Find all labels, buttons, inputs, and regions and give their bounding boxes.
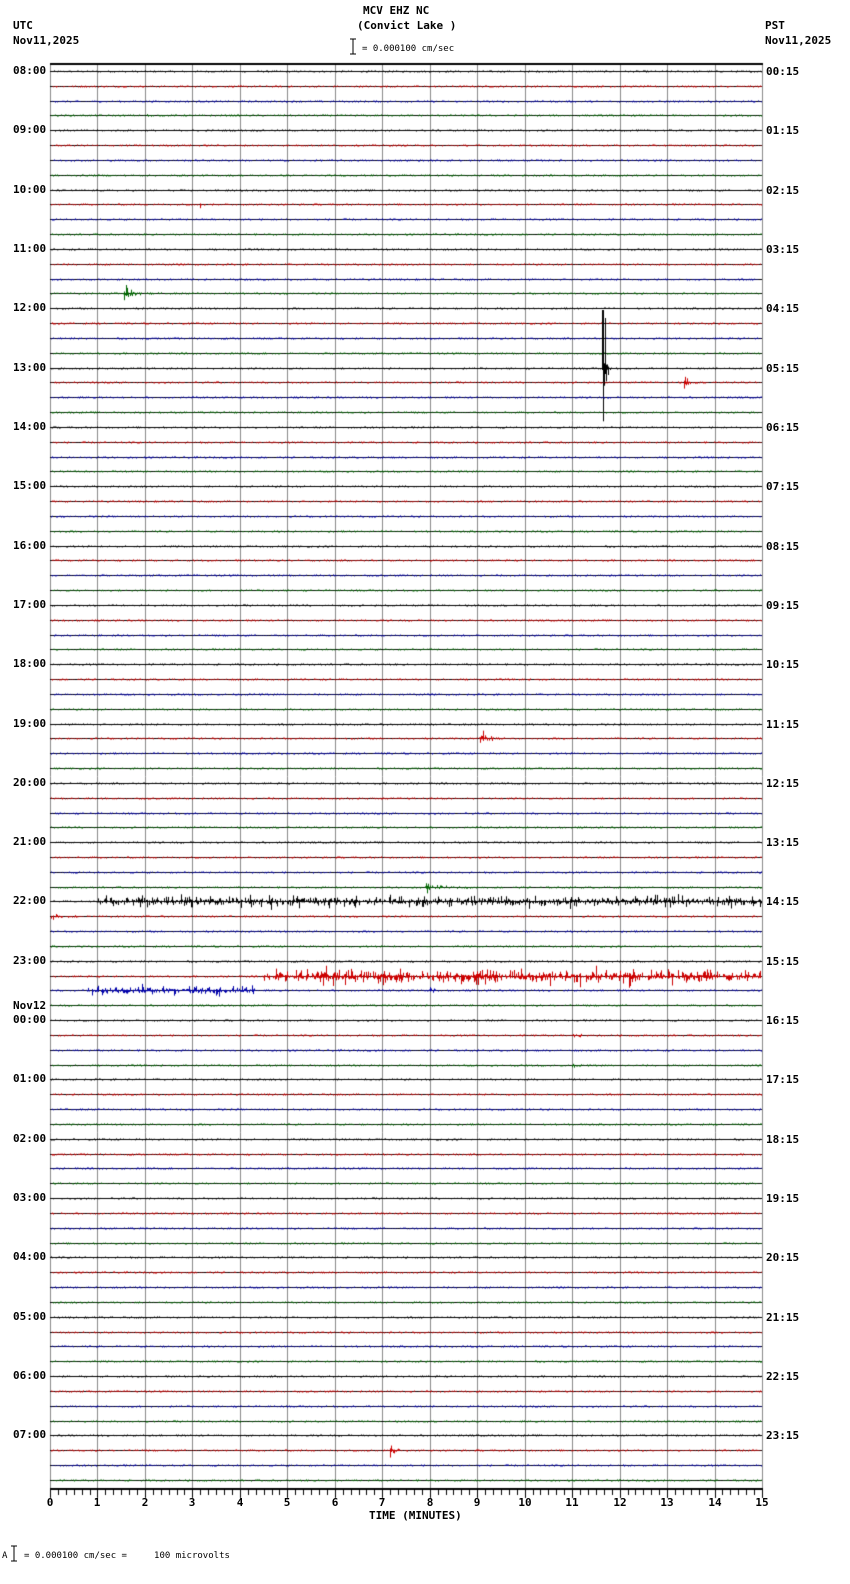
utc-hour-label: 08:00 [13,64,47,77]
pst-hour-label: 02:15 [766,184,800,197]
utc-hour-label: 11:00 [13,242,47,255]
x-tick-label: 8 [426,1496,434,1509]
right-timezone: PST [765,19,785,32]
utc-hour-label: 17:00 [13,598,47,611]
utc-hour-label: 07:00 [13,1428,47,1441]
footer-prefix: A [2,1551,8,1561]
pst-hour-label: 22:15 [766,1370,800,1383]
utc-hour-label: 22:00 [13,894,47,907]
utc-hour-label: 04:00 [13,1250,47,1263]
utc-hour-label: 02:00 [13,1132,47,1145]
utc-hour-label: 10:00 [13,183,47,196]
utc-hour-label: 21:00 [13,835,47,848]
pst-hour-label: 23:15 [766,1429,800,1442]
utc-hour-label: 03:00 [13,1191,47,1204]
utc-hour-label: 18:00 [13,657,47,670]
x-tick-label: 3 [188,1496,196,1509]
utc-hour-label: 06:00 [13,1369,47,1382]
pst-hour-label: 00:15 [766,65,800,78]
scale-label: = 0.000100 cm/sec [362,44,455,54]
utc-hour-label: 00:00 [13,1013,47,1026]
x-tick-label: 5 [283,1496,291,1509]
footer-scale-bar-icon [11,1545,17,1562]
x-tick-label: 14 [708,1496,722,1509]
station-title: MCV EHZ NC [363,4,430,17]
pst-hour-label: 11:15 [766,718,800,731]
utc-hour-label: 12:00 [13,301,47,314]
x-tick-label: 10 [518,1496,532,1509]
pst-hour-label: 20:15 [766,1251,800,1264]
x-axis-label: TIME (MINUTES) [369,1509,462,1522]
pst-hour-label: 12:15 [766,777,800,790]
utc-hour-label: 15:00 [13,479,47,492]
pst-hour-label: 03:15 [766,243,800,256]
pst-hour-label: 21:15 [766,1311,800,1324]
utc-hour-label: 23:00 [13,954,47,967]
utc-hour-label: 01:00 [13,1072,47,1085]
x-tick-label: 2 [141,1496,149,1509]
x-tick-label: 6 [331,1496,339,1509]
pst-hour-label: 13:15 [766,836,800,849]
x-tick-label: 15 [755,1496,769,1509]
pst-hour-label: 19:15 [766,1192,800,1205]
station-location: (Convict Lake ) [357,19,457,32]
x-tick-label: 13 [660,1496,674,1509]
pst-hour-label: 06:15 [766,421,800,434]
x-tick-label: 7 [378,1496,386,1509]
date-change-label: Nov12 [13,999,47,1012]
pst-hour-label: 18:15 [766,1133,800,1146]
pst-hour-label: 16:15 [766,1014,800,1027]
utc-hour-label: 09:00 [13,123,47,136]
utc-hour-label: 19:00 [13,717,47,730]
utc-hour-label: 05:00 [13,1310,47,1323]
utc-hour-label: 14:00 [13,420,47,433]
x-tick-label: 1 [93,1496,101,1509]
pst-hour-label: 04:15 [766,302,800,315]
pst-hour-label: 15:15 [766,955,800,968]
utc-hour-label: 20:00 [13,776,47,789]
pst-hour-label: 07:15 [766,480,800,493]
pst-hour-label: 10:15 [766,658,800,671]
pst-hour-label: 09:15 [766,599,800,612]
pst-hour-label: 14:15 [766,895,800,908]
pst-hour-label: 17:15 [766,1073,800,1086]
x-tick-label: 9 [473,1496,481,1509]
x-tick-label: 12 [613,1496,627,1509]
x-tick-label: 11 [565,1496,579,1509]
x-tick-label: 0 [46,1496,54,1509]
pst-hour-label: 08:15 [766,540,800,553]
utc-hour-label: 13:00 [13,361,47,374]
left-timezone: UTC [13,19,33,32]
scale-bar-icon [350,38,356,55]
footer-scale-label: = 0.000100 cm/sec = 100 microvolts [24,1551,230,1561]
pst-hour-label: 01:15 [766,124,800,137]
x-tick-label: 4 [236,1496,244,1509]
pst-hour-label: 05:15 [766,362,800,375]
left-date: Nov11,2025 [13,34,80,47]
utc-hour-label: 16:00 [13,539,47,552]
right-date: Nov11,2025 [765,34,832,47]
